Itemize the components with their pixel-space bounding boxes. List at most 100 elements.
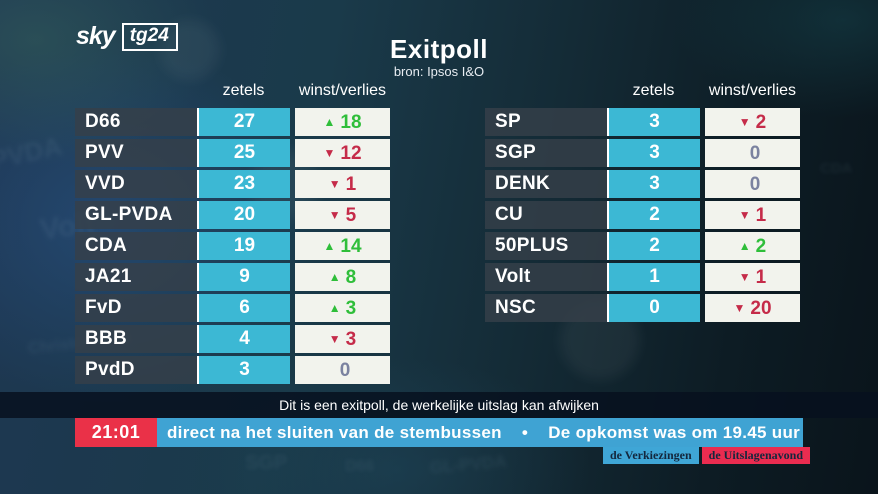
change-value: 18: [340, 111, 362, 133]
source-label: bron: Ipsos I&O: [393, 64, 485, 79]
change-arrow-icon: ▼: [733, 301, 746, 315]
change-arrow-icon: ▲: [738, 239, 751, 253]
column-header-seats: zetels: [222, 82, 265, 99]
seats-value: 3: [197, 356, 290, 384]
change-cell: ▼ 1: [295, 170, 390, 198]
change-cell: 0: [295, 356, 390, 384]
change-value: 3: [345, 297, 357, 319]
background-watermark-d66: D66: [345, 458, 375, 475]
seats-value: 4: [197, 325, 290, 353]
change-value: 1: [345, 173, 357, 195]
party-name: CDA: [75, 232, 197, 260]
seats-value: 20: [197, 201, 290, 229]
change-value: 20: [750, 297, 772, 319]
table-row: SP 3 ▼ 2: [485, 108, 800, 136]
change-arrow-icon: ▲: [323, 115, 336, 129]
party-name: DENK: [485, 170, 607, 198]
seats-value: 23: [197, 170, 290, 198]
seats-value: 25: [197, 139, 290, 167]
column-header-change: winst/verlies: [708, 82, 797, 99]
seats-value: 3: [607, 170, 700, 198]
change-arrow-icon: ▲: [323, 239, 336, 253]
seats-value: 3: [607, 139, 700, 167]
table-row: SGP 3 0: [485, 139, 800, 167]
sky-logo-text: sky: [76, 22, 116, 50]
party-name: PvdD: [75, 356, 197, 384]
party-name: JA21: [75, 263, 197, 291]
seats-value: 1: [607, 263, 700, 291]
change-arrow-icon: ▲: [328, 301, 341, 315]
table-row: FvD 6 ▲ 3: [75, 294, 390, 322]
change-cell: ▼ 12: [295, 139, 390, 167]
party-name: CU: [485, 201, 607, 229]
table-row: BBB 4 ▼ 3: [75, 325, 390, 353]
change-cell: ▲ 14: [295, 232, 390, 260]
column-header-change: winst/verlies: [298, 82, 387, 99]
change-cell: ▼ 2: [705, 108, 800, 136]
party-name: VVD: [75, 170, 197, 198]
change-arrow-icon: ▼: [328, 208, 341, 222]
tg24-logo-box: tg24: [121, 22, 178, 51]
change-cell: ▼ 5: [295, 201, 390, 229]
table-row: JA21 9 ▲ 8: [75, 263, 390, 291]
badge-verkiezingen: de Verkiezingen: [603, 447, 699, 464]
party-name: D66: [75, 108, 197, 136]
exitpoll-table-left: zetels winst/verlies D66 27 ▲ 18 PVV 25 …: [75, 82, 390, 387]
background-watermark-pvda: PVDA: [0, 130, 65, 176]
change-arrow-icon: ▼: [738, 115, 751, 129]
change-cell: ▲ 2: [705, 232, 800, 260]
table-header: zetels winst/verlies: [485, 82, 800, 108]
news-ticker: 21:01 direct na het sluiten van de stemb…: [75, 418, 803, 447]
background-watermark-glpvda: GL-PVDA: [429, 451, 508, 478]
ticker-time: 21:01: [75, 418, 157, 447]
table-row: GL-PVDA 20 ▼ 5: [75, 201, 390, 229]
change-arrow-icon: ▼: [323, 146, 336, 160]
party-name: SP: [485, 108, 607, 136]
change-cell: ▲ 8: [295, 263, 390, 291]
table-row: CDA 19 ▲ 14: [75, 232, 390, 260]
party-name: PVV: [75, 139, 197, 167]
seats-value: 2: [607, 232, 700, 260]
party-name: FvD: [75, 294, 197, 322]
change-arrow-icon: ▼: [328, 332, 341, 346]
sky-tg24-logo: sky tg24: [76, 22, 178, 51]
page-title: Exitpoll: [390, 34, 488, 64]
seats-value: 9: [197, 263, 290, 291]
party-name: BBB: [75, 325, 197, 353]
change-value: 3: [345, 328, 357, 350]
change-cell: ▼ 3: [295, 325, 390, 353]
background-watermark-cda: CDA: [820, 160, 853, 177]
change-cell: ▲ 18: [295, 108, 390, 136]
change-value: 0: [339, 359, 351, 381]
table-row: CU 2 ▼ 1: [485, 201, 800, 229]
change-arrow-icon: ▲: [328, 270, 341, 284]
table-row: PvdD 3 0: [75, 356, 390, 384]
table-header: zetels winst/verlies: [75, 82, 390, 108]
party-name: SGP: [485, 139, 607, 167]
party-name: GL-PVDA: [75, 201, 197, 229]
change-cell: ▲ 3: [295, 294, 390, 322]
change-cell: 0: [705, 170, 800, 198]
exitpoll-table-right: zetels winst/verlies SP 3 ▼ 2 SGP 3 0 DE…: [485, 82, 800, 325]
background-watermark-sgp: SGP: [245, 452, 288, 474]
seats-value: 27: [197, 108, 290, 136]
change-value: 2: [755, 111, 767, 133]
party-name: NSC: [485, 294, 607, 322]
ticker-text: direct na het sluiten van de stembussen …: [157, 418, 803, 447]
table-row: DENK 3 0: [485, 170, 800, 198]
seats-value: 19: [197, 232, 290, 260]
change-arrow-icon: ▼: [738, 270, 751, 284]
badge-uitslagenavond: de Uitslagenavond: [701, 447, 811, 464]
change-value: 14: [340, 235, 362, 257]
seats-value: 3: [607, 108, 700, 136]
change-cell: ▼ 1: [705, 263, 800, 291]
column-header-seats: zetels: [632, 82, 675, 99]
change-cell: ▼ 1: [705, 201, 800, 229]
table-row: VVD 23 ▼ 1: [75, 170, 390, 198]
change-arrow-icon: ▼: [328, 177, 341, 191]
change-value: 12: [340, 142, 362, 164]
change-cell: 0: [705, 139, 800, 167]
program-badges: de Verkiezingen de Uitslagenavond: [603, 447, 811, 464]
change-arrow-icon: ▼: [738, 208, 751, 222]
change-value: 8: [345, 266, 357, 288]
